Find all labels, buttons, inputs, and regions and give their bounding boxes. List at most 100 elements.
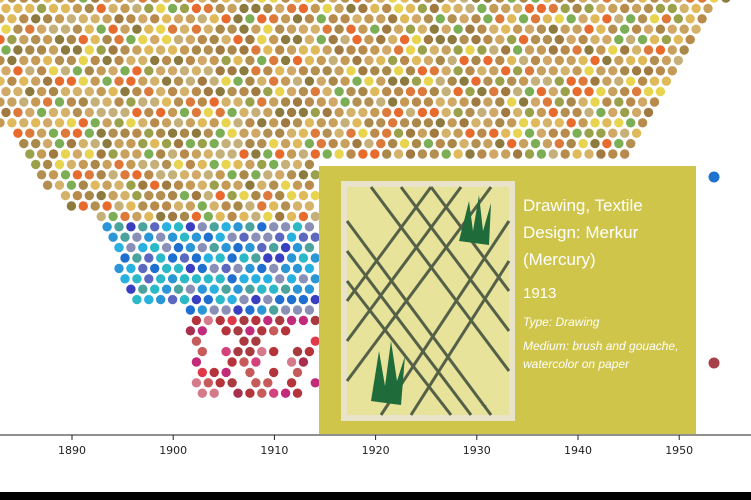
- artwork-dot[interactable]: [602, 97, 612, 107]
- artwork-dot[interactable]: [150, 97, 160, 107]
- artwork-dot[interactable]: [245, 97, 255, 107]
- artwork-dot[interactable]: [560, 128, 570, 138]
- artwork-dot[interactable]: [281, 0, 290, 3]
- artwork-dot[interactable]: [173, 34, 184, 45]
- artwork-dot[interactable]: [382, 107, 392, 118]
- artwork-dot[interactable]: [614, 34, 624, 45]
- artwork-dot[interactable]: [227, 45, 237, 55]
- artwork-dot[interactable]: [400, 0, 409, 3]
- artwork-dot[interactable]: [614, 118, 624, 128]
- artwork-dot[interactable]: [233, 76, 243, 86]
- artwork-dot[interactable]: [453, 3, 463, 14]
- artwork-dot[interactable]: [602, 0, 612, 3]
- artwork-dot[interactable]: [161, 34, 172, 45]
- artwork-dot[interactable]: [286, 378, 297, 388]
- artwork-dot[interactable]: [298, 211, 309, 222]
- artwork-dot[interactable]: [7, 97, 17, 107]
- artwork-dot[interactable]: [370, 128, 380, 138]
- artwork-dot[interactable]: [417, 107, 428, 118]
- artwork-dot[interactable]: [174, 0, 183, 3]
- artwork-dot[interactable]: [72, 170, 83, 180]
- artwork-dot[interactable]: [161, 180, 172, 190]
- artwork-dot[interactable]: [334, 86, 344, 97]
- artwork-dot[interactable]: [108, 149, 118, 159]
- artwork-dot[interactable]: [489, 3, 499, 14]
- artwork-dot[interactable]: [108, 232, 118, 242]
- artwork-dot[interactable]: [150, 118, 160, 128]
- artwork-dot[interactable]: [156, 86, 166, 97]
- artwork-dot[interactable]: [150, 263, 160, 274]
- artwork-dot[interactable]: [84, 24, 95, 34]
- artwork-dot[interactable]: [179, 253, 190, 263]
- artwork-dot[interactable]: [328, 34, 338, 45]
- artwork-dot[interactable]: [399, 118, 410, 128]
- artwork-dot[interactable]: [310, 232, 320, 242]
- artwork-dot[interactable]: [637, 97, 648, 107]
- artwork-dot[interactable]: [477, 128, 487, 138]
- artwork-dot[interactable]: [13, 45, 23, 55]
- artwork-dot[interactable]: [126, 118, 136, 128]
- artwork-dot[interactable]: [42, 138, 53, 149]
- artwork-dot[interactable]: [1, 3, 11, 14]
- artwork-dot[interactable]: [572, 107, 582, 118]
- artwork-dot[interactable]: [197, 242, 207, 253]
- artwork-dot[interactable]: [637, 55, 648, 66]
- artwork-dot[interactable]: [209, 305, 219, 315]
- artwork-dot[interactable]: [316, 34, 326, 45]
- artwork-dot[interactable]: [209, 34, 219, 45]
- artwork-dot[interactable]: [417, 149, 428, 159]
- artwork-dot[interactable]: [78, 97, 89, 107]
- artwork-dot[interactable]: [203, 274, 213, 284]
- artwork-dot[interactable]: [156, 149, 166, 159]
- artwork-dot[interactable]: [25, 149, 35, 159]
- artwork-dot[interactable]: [441, 128, 451, 138]
- artwork-dot[interactable]: [173, 118, 184, 128]
- artwork-dot[interactable]: [643, 107, 654, 118]
- artwork-dot[interactable]: [620, 149, 630, 159]
- artwork-dot[interactable]: [150, 0, 159, 3]
- artwork-dot[interactable]: [590, 118, 600, 128]
- artwork-dot[interactable]: [257, 305, 267, 315]
- artwork-dot[interactable]: [84, 149, 95, 159]
- artwork-dot[interactable]: [280, 34, 291, 45]
- artwork-dot[interactable]: [126, 14, 136, 24]
- artwork-dot[interactable]: [661, 76, 672, 86]
- artwork-dot[interactable]: [340, 55, 350, 66]
- artwork-dot[interactable]: [42, 55, 53, 66]
- artwork-dot[interactable]: [650, 0, 659, 3]
- artwork-dot[interactable]: [263, 315, 273, 326]
- artwork-dot[interactable]: [185, 222, 196, 232]
- artwork-dot[interactable]: [661, 55, 672, 66]
- artwork-dot[interactable]: [292, 263, 303, 274]
- artwork-dot[interactable]: [584, 45, 594, 55]
- artwork-dot[interactable]: [150, 76, 160, 86]
- artwork-dot[interactable]: [227, 3, 237, 14]
- artwork-dot[interactable]: [209, 242, 219, 253]
- artwork-dot[interactable]: [245, 34, 255, 45]
- artwork-dot[interactable]: [477, 66, 487, 76]
- artwork-dot[interactable]: [411, 97, 422, 107]
- artwork-dot[interactable]: [156, 274, 166, 284]
- artwork-dot[interactable]: [215, 253, 225, 263]
- artwork-dot[interactable]: [25, 86, 35, 97]
- artwork-dot[interactable]: [60, 190, 71, 201]
- artwork-dot[interactable]: [483, 97, 493, 107]
- artwork-dot[interactable]: [388, 55, 398, 66]
- artwork-dot[interactable]: [31, 14, 41, 24]
- artwork-dot[interactable]: [626, 118, 636, 128]
- artwork-dot[interactable]: [167, 24, 178, 34]
- artwork-dot[interactable]: [519, 0, 528, 3]
- artwork-dot[interactable]: [638, 0, 647, 3]
- artwork-dot[interactable]: [203, 211, 213, 222]
- artwork-dot[interactable]: [263, 3, 273, 14]
- artwork-dot[interactable]: [370, 45, 380, 55]
- artwork-dot[interactable]: [167, 66, 178, 76]
- artwork-dot[interactable]: [649, 34, 660, 45]
- artwork-dot[interactable]: [90, 159, 100, 170]
- artwork-dot[interactable]: [19, 118, 29, 128]
- artwork-dot[interactable]: [156, 128, 166, 138]
- artwork-dot[interactable]: [173, 76, 184, 86]
- artwork-dot[interactable]: [90, 0, 100, 3]
- artwork-dot[interactable]: [280, 118, 291, 128]
- artwork-dot[interactable]: [441, 66, 451, 76]
